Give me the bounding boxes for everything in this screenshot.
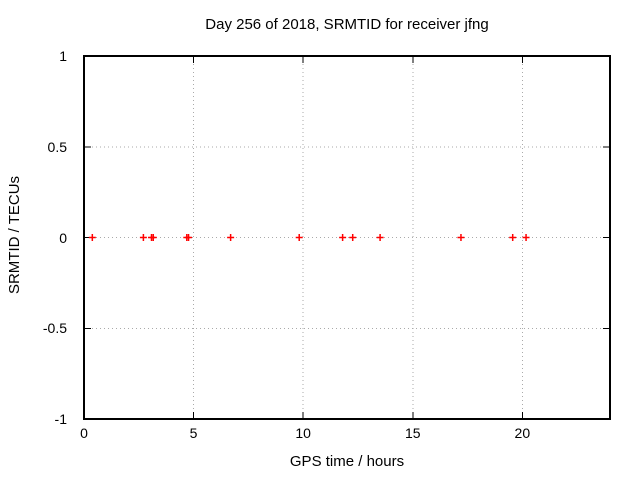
x-axis-label: GPS time / hours bbox=[289, 453, 405, 470]
plot-border bbox=[83, 55, 611, 420]
data-point-marker bbox=[339, 234, 347, 241]
data-point-marker bbox=[227, 234, 235, 241]
y-tick-label: 1 bbox=[59, 48, 67, 64]
data-point-marker bbox=[376, 234, 384, 241]
data-point-marker bbox=[522, 234, 530, 241]
y-tick-label: -1 bbox=[54, 411, 67, 427]
data-point-marker bbox=[185, 234, 193, 241]
x-tick-label: 20 bbox=[514, 425, 531, 441]
x-tick-label: 15 bbox=[404, 425, 421, 441]
data-point-marker bbox=[149, 234, 157, 241]
y-tick-label: -0.5 bbox=[42, 320, 67, 337]
data-point-marker bbox=[349, 234, 357, 241]
data-point-marker bbox=[295, 234, 303, 241]
x-tick-label: 0 bbox=[80, 425, 88, 441]
x-tick-label: 10 bbox=[295, 425, 311, 441]
chart-title: Day 256 of 2018, SRMTID for receiver jfn… bbox=[205, 16, 489, 33]
data-point-marker bbox=[509, 234, 517, 241]
data-point-marker bbox=[139, 234, 147, 241]
data-point-marker bbox=[457, 234, 465, 241]
y-tick-label: 0.5 bbox=[47, 138, 67, 155]
x-tick-label: 5 bbox=[189, 425, 198, 441]
y-tick-label: 0 bbox=[59, 229, 67, 246]
data-point-marker bbox=[88, 234, 96, 241]
